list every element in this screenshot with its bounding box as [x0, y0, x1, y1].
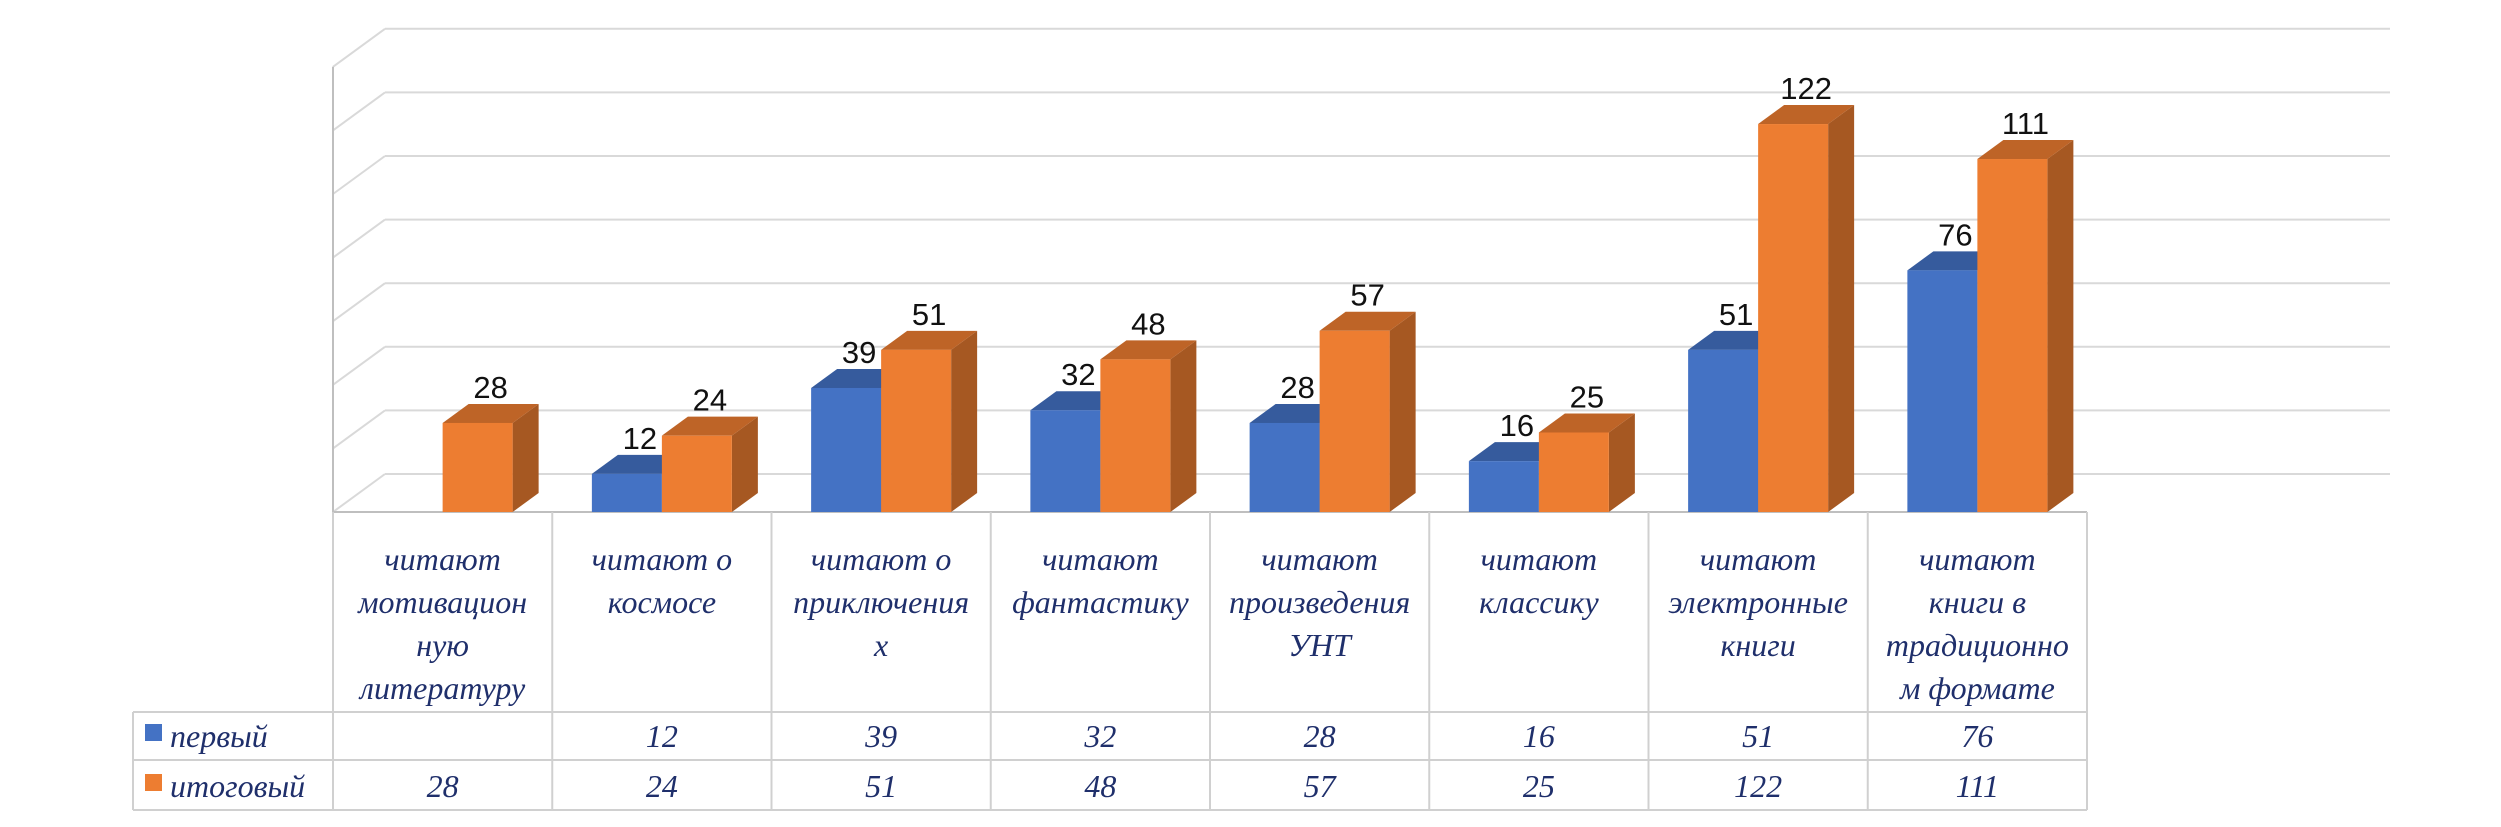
table-value: 51 [865, 768, 897, 804]
bar-front [1688, 349, 1759, 512]
legend-key [145, 774, 162, 791]
category-label: читают фантастику [1012, 541, 1189, 620]
gridline-depth [332, 409, 386, 450]
gridline-depth [332, 91, 386, 132]
table-value: 57 [1304, 768, 1338, 804]
bar-front [1100, 359, 1171, 512]
table-value: 32 [1083, 718, 1116, 754]
bar-side [1170, 340, 1197, 512]
category-label: читают о приключения х [793, 541, 969, 663]
category-label: читают мотивацион ную литературу [357, 541, 527, 706]
bar-top [1977, 140, 2074, 160]
data-label: 12 [623, 421, 657, 456]
bar-top [1538, 413, 1635, 433]
bar-front [591, 473, 662, 512]
table-value: 48 [1084, 768, 1116, 804]
category-label: читают произведения УНТ [1229, 541, 1410, 663]
bar-front [881, 349, 952, 512]
table-value: 28 [427, 768, 459, 804]
gridline-depth [332, 345, 386, 386]
data-label: 28 [473, 370, 507, 405]
bar-top [661, 416, 758, 436]
data-label: 16 [1500, 408, 1534, 443]
table-value: 24 [646, 768, 678, 804]
bar-front [442, 422, 513, 512]
bar-side [1389, 311, 1416, 512]
category-label: читают классику [1479, 541, 1599, 620]
bar [1758, 105, 1855, 512]
table-value: 25 [1523, 768, 1555, 804]
bar-side [1828, 105, 1855, 512]
table-value: 76 [1961, 718, 1993, 754]
data-label: 25 [1570, 380, 1604, 415]
data-label: 111 [2002, 106, 2049, 141]
bar-front [1249, 422, 1320, 512]
gridline-depth [332, 155, 386, 195]
bar-side [2047, 140, 2074, 512]
bar-front [1319, 330, 1390, 512]
data-label: 51 [1719, 297, 1753, 332]
table-value: 28 [1304, 718, 1336, 754]
data-label: 122 [1780, 71, 1832, 106]
data-label: 32 [1061, 357, 1095, 392]
table-value: 111 [1956, 768, 1999, 804]
legend-label: первый [170, 718, 268, 754]
bar-front [1977, 159, 2048, 512]
table-value: 122 [1734, 768, 1782, 804]
data-label: 76 [1938, 217, 1972, 252]
data-label: 51 [912, 297, 946, 332]
gridline-depth [332, 282, 386, 323]
data-label: 57 [1350, 278, 1384, 313]
gridline-depth [332, 27, 386, 68]
bar-top [442, 403, 539, 423]
bar [1538, 413, 1635, 512]
bar [661, 416, 758, 512]
bar-front [661, 435, 732, 512]
bar-front [1468, 461, 1539, 512]
bar-side [1608, 413, 1635, 512]
gridline-depth [332, 218, 386, 259]
bar-top [1100, 340, 1197, 360]
data-label: 28 [1280, 370, 1314, 405]
bar-top [1319, 311, 1416, 331]
bar [1319, 311, 1416, 512]
bar [1100, 340, 1197, 512]
legend-label: итоговый [170, 768, 305, 804]
bar [881, 330, 978, 512]
bar [1977, 140, 2074, 512]
bar-front [1758, 124, 1829, 512]
category-label: читают о космосе [592, 541, 732, 620]
bars [442, 105, 2074, 512]
bar-front [1907, 270, 1978, 512]
bar-side [512, 403, 539, 512]
bar-side [731, 416, 758, 512]
table-value: 12 [646, 718, 678, 754]
data-label: 24 [693, 383, 727, 418]
gridline-depth [332, 473, 386, 513]
bar-top [1758, 105, 1855, 125]
category-label: читают электронные книги [1668, 541, 1848, 663]
legend-key [145, 724, 162, 741]
table-value: 39 [864, 718, 897, 754]
bar-front [1030, 410, 1101, 512]
bar-side [951, 330, 978, 512]
data-labels: 12 39 32 28 16 51 76 28 24 51 48 57 25 122 111 [473, 71, 2049, 456]
table-value: 16 [1523, 718, 1555, 754]
bar-front [811, 387, 882, 512]
bar-top [881, 330, 978, 350]
category-label: читают книги в традиционно м формате [1886, 541, 2069, 706]
table-value: 51 [1742, 718, 1774, 754]
data-label: 48 [1131, 306, 1165, 341]
data-label: 39 [842, 335, 876, 370]
bar [442, 403, 539, 512]
bar-front [1538, 432, 1609, 512]
data-table: читают мотивацион ную литературу читают о кос… [132, 512, 2088, 811]
